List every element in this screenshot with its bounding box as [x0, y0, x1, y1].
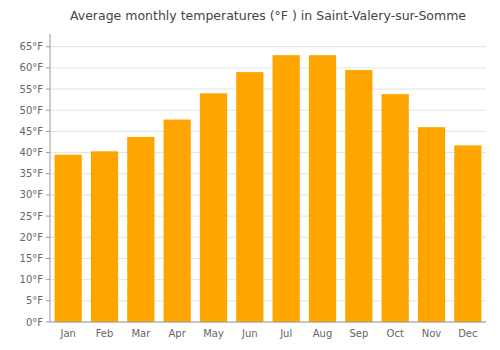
axis-line — [50, 34, 51, 322]
tick-label: 15°F — [20, 253, 44, 264]
tick-mark — [46, 89, 50, 90]
grid-line — [50, 110, 486, 111]
bar — [55, 155, 82, 322]
tick-label: Aug — [313, 328, 333, 339]
tick-mark — [46, 237, 50, 238]
tick-label: Nov — [422, 328, 442, 339]
tick-label: Oct — [387, 328, 404, 339]
grid-line — [50, 322, 486, 323]
tick-label: 35°F — [20, 168, 44, 179]
bar — [127, 137, 154, 322]
chart-container: 0°F 5°F 10°F 15°F 20°F 25°F 30°F 35°F 40°F 45°F 50… — [0, 0, 500, 350]
tick-mark — [46, 110, 50, 111]
bar — [309, 55, 336, 322]
bar — [91, 151, 118, 322]
tick-label: 45°F — [20, 126, 44, 137]
tick-label: 5°F — [26, 295, 43, 306]
tick-label: 40°F — [20, 147, 44, 158]
tick-label: 55°F — [20, 84, 44, 95]
bar — [418, 127, 445, 322]
tick-mark — [46, 279, 50, 280]
grid-line — [50, 89, 486, 90]
bar — [454, 145, 481, 322]
bar — [164, 120, 191, 322]
tick-label: Mar — [131, 328, 151, 339]
tick-label: 0°F — [26, 317, 43, 328]
tick-label: 10°F — [20, 274, 44, 285]
tick-label: Jun — [241, 328, 258, 339]
axis-line — [50, 322, 486, 323]
tick-mark — [46, 300, 50, 301]
tick-label: 50°F — [20, 105, 44, 116]
bars — [55, 55, 482, 322]
tick-mark — [46, 258, 50, 259]
tick-label: 25°F — [20, 211, 44, 222]
tick-mark — [46, 216, 50, 217]
tick-label: 20°F — [20, 232, 44, 243]
y-axis: 0°F 5°F 10°F 15°F 20°F 25°F 30°F 35°F 40°F 45°F 50… — [20, 34, 50, 328]
tick-label: 60°F — [20, 62, 44, 73]
grid-line — [50, 67, 486, 68]
tick-label: Dec — [458, 328, 477, 339]
tick-mark — [46, 152, 50, 153]
tick-mark — [46, 46, 50, 47]
chart: 0°F 5°F 10°F 15°F 20°F 25°F 30°F 35°F 40°F 45°F 50… — [0, 0, 500, 350]
tick-label: Apr — [169, 328, 187, 339]
tick-label: Feb — [96, 328, 114, 339]
tick-label: Sep — [349, 328, 368, 339]
grid-line — [50, 46, 486, 47]
tick-label: Jan — [59, 328, 75, 339]
bar — [382, 94, 409, 322]
title: Average monthly temperatures (°F ) in Sa… — [70, 8, 466, 23]
tick-mark — [46, 131, 50, 132]
bar — [200, 93, 227, 322]
grid — [50, 47, 486, 322]
bar — [236, 72, 263, 322]
tick-mark — [46, 67, 50, 68]
tick-label: Jul — [279, 328, 292, 339]
bar — [273, 55, 300, 322]
x-axis: Jan Feb Mar Apr May Jun Jul Aug Sep Oct Nov Dec — [50, 322, 486, 339]
tick-label: 30°F — [20, 189, 44, 200]
tick-mark — [46, 194, 50, 195]
tick-mark — [46, 173, 50, 174]
tick-label: May — [203, 328, 224, 339]
tick-mark — [46, 322, 50, 323]
tick-label: 65°F — [20, 41, 44, 52]
bar — [345, 70, 372, 322]
